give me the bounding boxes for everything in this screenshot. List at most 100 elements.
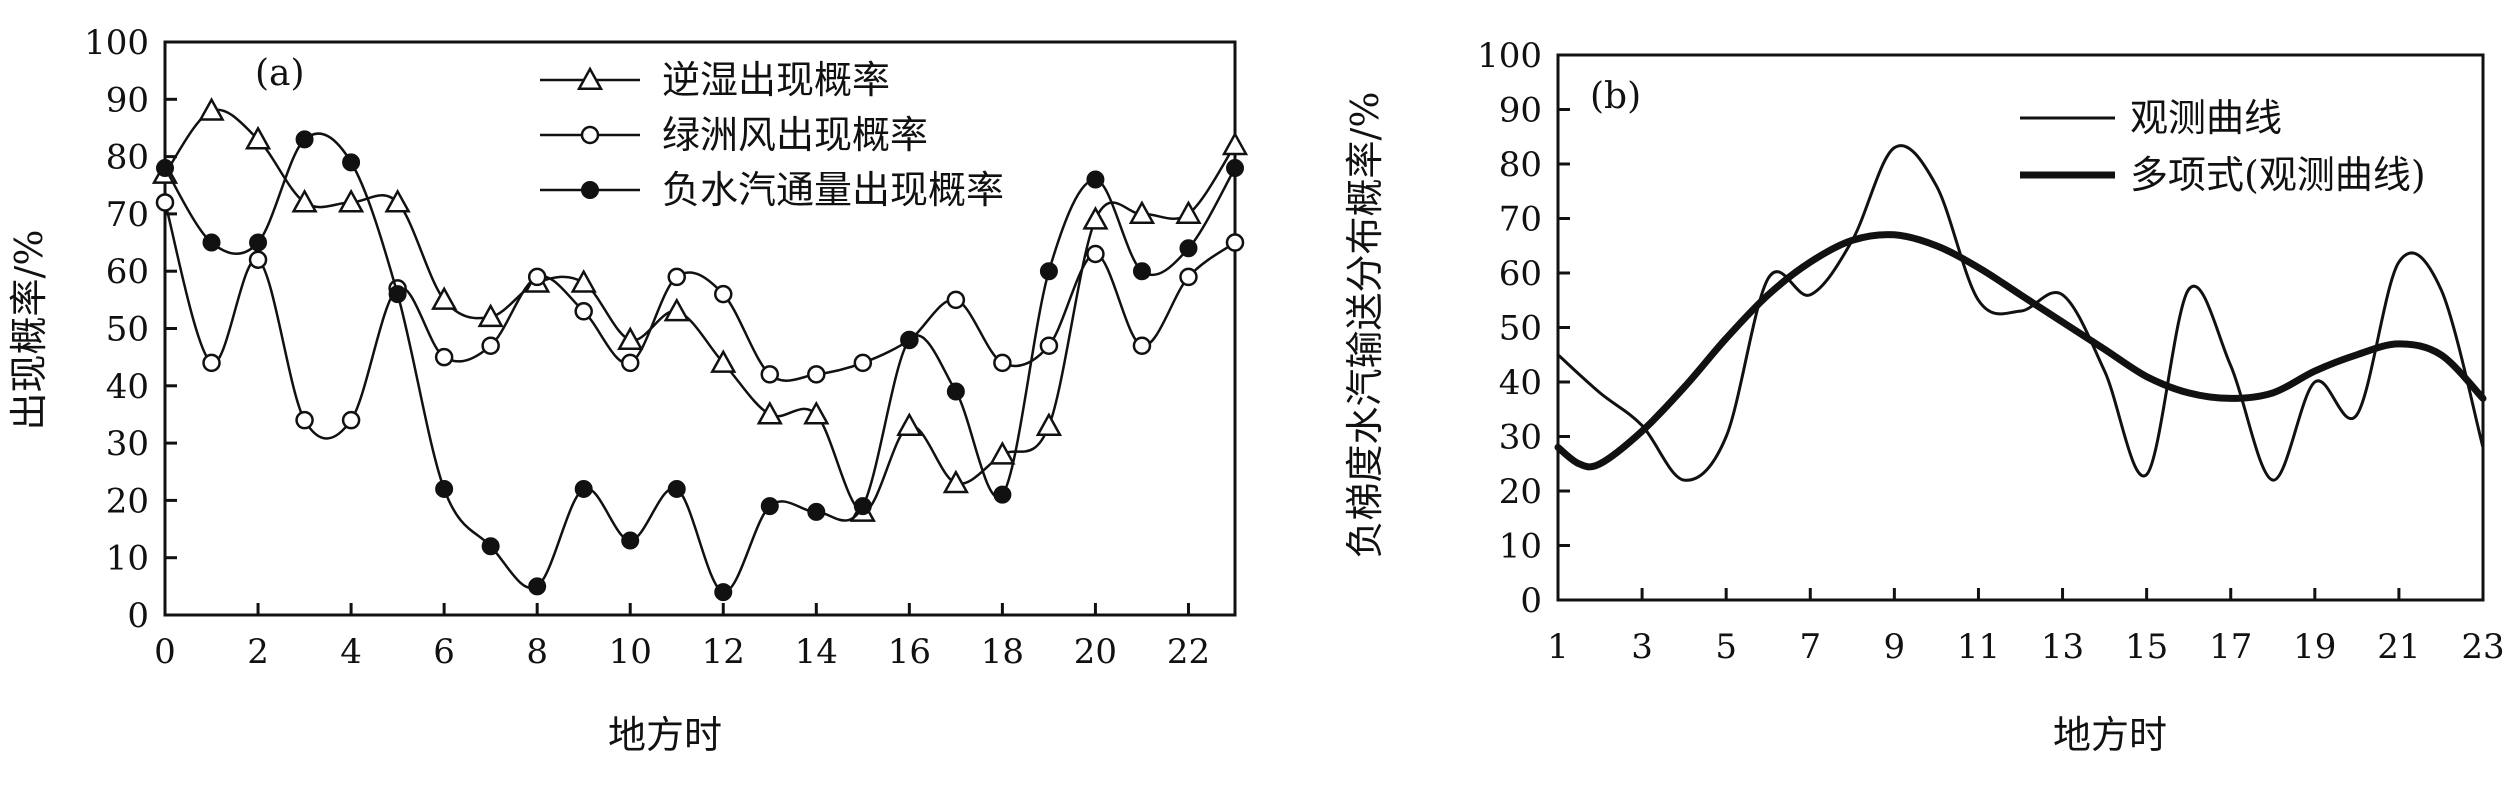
y-tick-label-b: 70 xyxy=(1499,200,1542,240)
marker-circle-filled xyxy=(249,233,268,252)
marker-circle-filled xyxy=(481,537,500,556)
y-tick-label-a: 0 xyxy=(127,596,149,636)
marker-circle-open xyxy=(760,365,780,384)
x-tick-label-b: 21 xyxy=(2377,627,2420,667)
marker-circle-filled xyxy=(202,233,221,252)
marker-circle-open xyxy=(853,353,873,373)
legend-label-b-0: 观测曲线 xyxy=(2130,96,2282,140)
marker-triangle xyxy=(942,469,969,494)
marker-circle-open xyxy=(155,193,175,212)
panel-label-a: (a) xyxy=(255,53,305,94)
marker-circle-filled xyxy=(853,497,872,516)
marker-circle-open xyxy=(620,353,640,373)
marker-circle-filled xyxy=(574,479,593,498)
marker-circle-filled xyxy=(807,502,826,521)
marker-circle-open xyxy=(527,267,547,287)
y-tick-label-b: 80 xyxy=(1499,145,1542,185)
marker-circle-filled xyxy=(295,130,314,149)
x-tick-label-a: 8 xyxy=(526,632,548,672)
legend-label-a-0: 逆湿出现概率 xyxy=(662,58,890,102)
marker-circle-open xyxy=(202,353,221,373)
y-tick-label-a: 90 xyxy=(106,80,149,120)
x-tick-label-a: 10 xyxy=(609,632,652,672)
marker-circle-open xyxy=(481,336,500,355)
x-tick-label-a: 22 xyxy=(1167,632,1210,672)
x-tick-label-a: 4 xyxy=(340,632,362,672)
marker-circle-filled xyxy=(1039,262,1058,281)
marker-circle-open xyxy=(574,302,593,321)
x-tick-label-a: 0 xyxy=(154,632,176,672)
marker-triangle xyxy=(803,400,830,425)
series-group-a xyxy=(151,97,1249,602)
marker-triangle xyxy=(1035,412,1063,436)
marker-triangle xyxy=(431,286,458,310)
y-tick-label-b: 50 xyxy=(1499,309,1542,349)
marker-circle-filled xyxy=(1132,262,1151,281)
marker-circle-open xyxy=(1132,336,1152,355)
marker-circle-open xyxy=(1086,244,1105,264)
marker-circle-filled xyxy=(993,485,1012,504)
marker-triangle xyxy=(337,188,365,213)
x-tick-label-b: 3 xyxy=(1631,627,1653,667)
x-tick-label-a: 16 xyxy=(888,632,931,672)
x-axis-title-b: 地方时 xyxy=(2053,713,2167,757)
y-tick-label-a: 40 xyxy=(106,367,149,407)
marker-triangle xyxy=(756,400,783,425)
marker-triangle xyxy=(198,97,225,121)
marker-circle-filled xyxy=(1179,239,1198,258)
series-line-b-0 xyxy=(1556,144,2485,482)
marker-circle-open xyxy=(248,250,268,269)
x-tick-label-b: 5 xyxy=(1715,627,1737,667)
marker-circle-open xyxy=(714,284,733,304)
x-tick-label-b: 9 xyxy=(1884,627,1906,667)
y-tick-label-a: 10 xyxy=(106,539,149,579)
marker-circle-open xyxy=(341,410,361,430)
marker-triangle xyxy=(710,349,737,373)
x-tick-label-b: 11 xyxy=(1957,627,2000,667)
marker-circle-open xyxy=(1225,233,1245,252)
marker-circle-filled xyxy=(1226,159,1244,178)
marker-circle-filled xyxy=(388,285,407,304)
marker-triangle xyxy=(989,440,1016,465)
x-tick-label-b: 7 xyxy=(1799,627,1821,667)
panel-label-b: (b) xyxy=(1590,76,1641,117)
chart-panel-a: 0 10 20 30 40 50 60 70 80 90 100 0 2 4 6 8 10 12 14 16 18 20 2… xyxy=(7,23,1249,757)
marker-circle-filled xyxy=(946,382,965,401)
x-tick-label-a: 6 xyxy=(433,632,455,672)
x-tick-label-b: 13 xyxy=(2041,627,2084,667)
x-axis-title-a: 地方时 xyxy=(608,713,722,757)
plot-frame-b xyxy=(1556,53,2485,602)
marker-circle-open xyxy=(295,410,314,430)
x-tick-label-b: 15 xyxy=(2125,627,2168,667)
y-tick-label-b: 20 xyxy=(1499,472,1542,512)
y-axis-title-a: 出现概率/% xyxy=(7,230,51,431)
marker-circle-filled xyxy=(714,583,733,602)
y-tick-label-a: 100 xyxy=(84,23,149,63)
y-tick-label-b: 10 xyxy=(1499,527,1542,567)
series-group-b xyxy=(1554,144,2487,482)
y-tick-label-a: 60 xyxy=(106,252,149,292)
marker-circle-open xyxy=(993,353,1012,373)
marker-triangle xyxy=(896,412,923,436)
marker-triangle xyxy=(244,125,272,150)
x-tick-label-a: 18 xyxy=(981,632,1024,672)
legend-label-a-1: 绿洲风出现概率 xyxy=(662,113,928,157)
marker-triangle xyxy=(477,303,504,328)
marker-triangle xyxy=(1175,200,1202,224)
marker-triangle xyxy=(1221,131,1249,156)
x-tick-label-b: 19 xyxy=(2293,627,2336,667)
marker-triangle xyxy=(617,326,644,351)
y-tick-label-a: 80 xyxy=(106,138,149,178)
x-tick-label-a: 20 xyxy=(1074,632,1117,672)
marker-circle-filled xyxy=(1086,170,1105,189)
marker-circle-filled xyxy=(900,330,919,349)
legend-label-a-2: 负水汽通量出现概率 xyxy=(662,168,1004,212)
marker-circle-open xyxy=(946,290,966,310)
marker-circle-open xyxy=(434,347,454,367)
y-tick-label-b: 90 xyxy=(1499,91,1542,131)
marker-circle-open xyxy=(1179,267,1198,287)
